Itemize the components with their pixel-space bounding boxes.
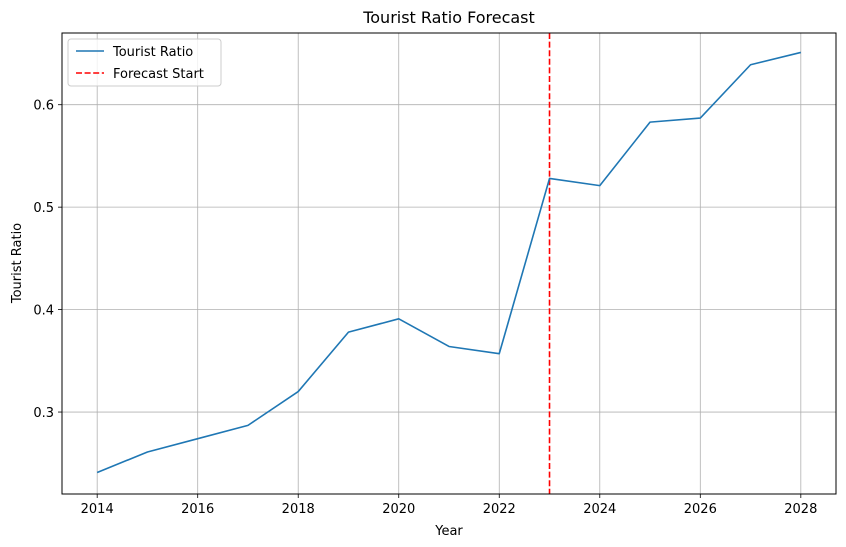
x-tick-label: 2020 [382, 502, 415, 517]
plot-frame [61, 32, 837, 495]
legend-box [67, 38, 222, 87]
chart-title: Tourist Ratio Forecast [362, 8, 535, 27]
series-layer [96, 51, 802, 474]
x-axis-ticks: 2014 2016 2018 2020 2022 2024 2026 2028 [81, 494, 817, 517]
x-tick-label: 2016 [181, 502, 214, 517]
x-tick-label: 2024 [583, 502, 616, 517]
x-tick-label: 2028 [784, 502, 817, 517]
y-tick-label: 0.4 [33, 304, 54, 319]
x-tick-label: 2014 [81, 502, 114, 517]
legend-label-tourist-ratio: Tourist Ratio [112, 45, 193, 60]
legend: Tourist Ratio Forecast Start [67, 38, 222, 87]
y-tick-label: 0.6 [33, 99, 54, 114]
x-axis-label: Year [434, 524, 463, 539]
series-line-tourist-ratio [96, 51, 802, 474]
y-axis-label: Tourist Ratio [10, 223, 25, 304]
y-tick-label: 0.5 [33, 201, 54, 216]
y-tick-label: 0.3 [33, 406, 54, 421]
x-tick-label: 2026 [684, 502, 717, 517]
y-axis-ticks: 0.3 0.4 0.5 0.6 [33, 99, 62, 421]
x-tick-label: 2018 [282, 502, 315, 517]
legend-label-forecast-start: Forecast Start [113, 67, 204, 82]
grid [62, 33, 836, 494]
x-tick-label: 2022 [483, 502, 516, 517]
